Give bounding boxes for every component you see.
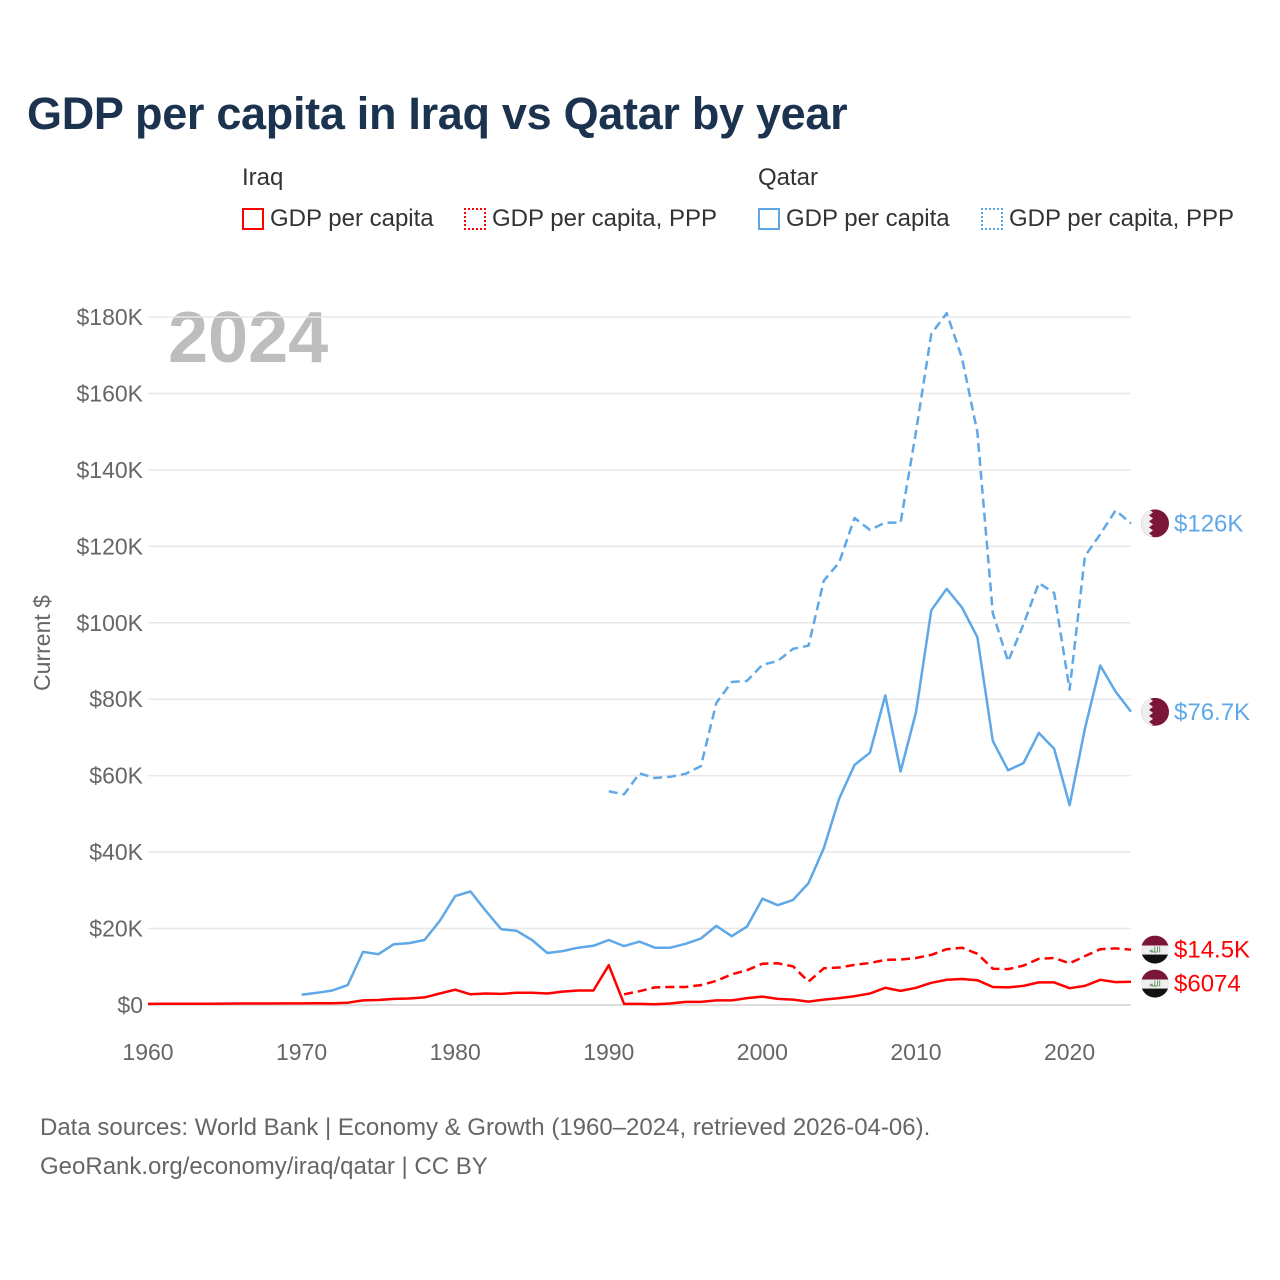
y-tick-label: $0 xyxy=(117,992,143,1018)
x-tick-label: 1990 xyxy=(583,1039,634,1065)
x-tick-label: 2000 xyxy=(737,1039,788,1065)
source-line-1: Data sources: World Bank | Economy & Gro… xyxy=(40,1114,931,1141)
qatar-flag-icon xyxy=(1141,509,1169,538)
source-line-2[interactable]: GeoRank.org/economy/iraq/qatar | CC BY xyxy=(40,1153,488,1180)
y-tick-label: $80K xyxy=(89,686,143,712)
x-tick-label: 2010 xyxy=(890,1039,941,1065)
legend-label: GDP per capita xyxy=(786,205,950,232)
legend-iraq-gdp[interactable]: GDP per capita xyxy=(242,205,434,233)
y-tick-label: $100K xyxy=(76,610,143,636)
source-note: Data sources: World Bank | Economy & Gro… xyxy=(40,1108,930,1186)
end-value-label: $6074 xyxy=(1174,971,1241,998)
iraq-flag-icon: الله xyxy=(1141,969,1169,998)
end-value-label: $126K xyxy=(1174,510,1243,537)
series-line-iraq-gdp-per-capita xyxy=(147,963,1132,1006)
y-axis-label: Current $ xyxy=(29,595,55,691)
iraq-flag-icon: الله xyxy=(1141,935,1169,964)
series-line-qatar-gdp-per-capita xyxy=(301,587,1132,996)
y-tick-label: $60K xyxy=(89,763,143,789)
legend-iraq-gdp-ppp[interactable]: GDP per capita, PPP xyxy=(464,205,717,233)
legend-label: GDP per capita xyxy=(270,205,434,232)
legend-swatch-dotted-red xyxy=(464,208,486,230)
y-tick-label: $180K xyxy=(76,304,143,330)
svg-text:الله: الله xyxy=(1149,980,1161,989)
y-tick-label: $160K xyxy=(76,380,143,406)
y-tick-label: $40K xyxy=(89,839,143,865)
x-tick-label: 1960 xyxy=(122,1039,173,1065)
y-tick-label: $120K xyxy=(76,533,143,559)
legend-qatar-gdp-ppp[interactable]: GDP per capita, PPP xyxy=(981,205,1234,233)
legend-swatch-solid-blue xyxy=(758,208,780,230)
series-line-iraq-gdp-per-capita-ppp xyxy=(623,946,1132,996)
legend-group-iraq: Iraq xyxy=(242,164,284,191)
y-tick-label: $140K xyxy=(76,457,143,483)
x-tick-label: 1970 xyxy=(276,1039,327,1065)
legend-label: GDP per capita, PPP xyxy=(1009,205,1234,232)
end-value-label: $14.5K xyxy=(1174,937,1250,964)
legend-group-qatar: Qatar xyxy=(758,164,819,191)
chart-title: GDP per capita in Iraq vs Qatar by year xyxy=(27,88,848,139)
svg-text:الله: الله xyxy=(1149,946,1161,955)
legend-swatch-dotted-blue xyxy=(981,208,1003,230)
end-value-label: $76.7K xyxy=(1174,699,1250,726)
series-line-qatar-gdp-per-capita-ppp xyxy=(608,311,1132,796)
legend-label: GDP per capita, PPP xyxy=(492,205,717,232)
legend-swatch-solid-red xyxy=(242,208,264,230)
qatar-flag-icon xyxy=(1141,697,1169,726)
year-watermark: 2024 xyxy=(168,298,328,378)
x-tick-label: 2020 xyxy=(1044,1039,1095,1065)
x-tick-label: 1980 xyxy=(430,1039,481,1065)
y-tick-label: $20K xyxy=(89,916,143,942)
legend-qatar-gdp[interactable]: GDP per capita xyxy=(758,205,950,233)
